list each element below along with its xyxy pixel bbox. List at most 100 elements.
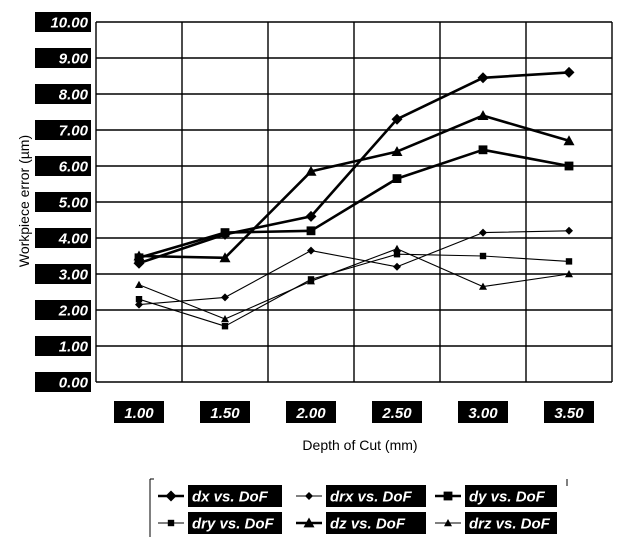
series-1: [135, 226, 573, 309]
y-tick-label: 1.00: [59, 339, 89, 356]
y-tick-label-bg: [35, 156, 91, 176]
data-point: [565, 226, 573, 235]
data-point: [479, 282, 487, 290]
data-point: [391, 146, 403, 156]
x-axis-title: Depth of Cut (mm): [302, 437, 417, 453]
data-point: [477, 72, 489, 84]
data-point: [565, 270, 573, 278]
y-tick-label-bg: [35, 192, 91, 212]
data-point: [305, 210, 317, 222]
x-axis-ticks: 1.00 1.50 2.00 2.50 3.00 3.50: [114, 401, 594, 423]
series-5: [135, 244, 573, 323]
y-tick-label: 6.00: [59, 159, 89, 176]
legend-marker: [303, 517, 315, 528]
y-tick-label: 7.00: [59, 123, 89, 140]
legend-marker: [305, 492, 313, 500]
y-tick-label-bg: [35, 228, 91, 248]
data-point: [563, 135, 575, 146]
legend-marker: [165, 490, 177, 502]
legend-label: dx vs. DoF: [192, 489, 269, 506]
y-tick-label-bg: [35, 84, 91, 104]
data-point: [392, 174, 402, 183]
data-point: [135, 280, 143, 288]
y-tick-label: 5.00: [59, 195, 89, 212]
series-line: [138, 248, 570, 320]
y-tick-label: 8.00: [59, 87, 89, 104]
data-point: [563, 66, 575, 78]
series-4: [133, 110, 575, 263]
legend-label-bg: [465, 485, 557, 507]
data-point: [393, 244, 401, 252]
data-point: [219, 252, 231, 263]
series-lines: [133, 66, 575, 330]
legend-marker: [444, 519, 452, 527]
data-point: [221, 323, 229, 330]
x-tick-label: 1.00: [124, 405, 154, 422]
x-tick-label-bg: [200, 401, 250, 423]
data-point: [477, 110, 489, 120]
legend-item: dry vs. DoF: [158, 512, 282, 534]
x-tick-label-bg: [458, 401, 508, 423]
x-tick-label-bg: [544, 401, 594, 423]
legend-item: drx vs. DoF: [296, 485, 426, 507]
legend-item: drz vs. DoF: [435, 512, 557, 534]
x-tick-label-bg: [286, 401, 336, 423]
data-point: [391, 113, 403, 125]
y-tick-label-bg: [35, 120, 91, 140]
legend-marker: [167, 519, 175, 527]
series-line: [138, 148, 570, 260]
legend-label: dy vs. DoF: [469, 489, 546, 506]
legend-item: dx vs. DoF: [158, 485, 282, 507]
x-tick-label-bg: [372, 401, 422, 423]
legend-item: dy vs. DoF: [435, 485, 557, 507]
legend-label-bg: [326, 485, 426, 507]
legend-label-bg: [326, 512, 426, 534]
legend-label-bg: [188, 485, 282, 507]
series-line: [138, 114, 570, 260]
data-point: [306, 226, 316, 236]
legend-item: dz vs. DoF: [296, 512, 426, 534]
data-point: [305, 165, 317, 176]
y-tick-label-bg: [35, 372, 91, 392]
series-line: [138, 71, 570, 265]
x-tick-label: 1.50: [210, 405, 240, 422]
y-tick-label-bg: [35, 300, 91, 320]
data-point: [393, 262, 401, 271]
series-line: [138, 253, 570, 327]
data-point: [135, 296, 143, 303]
y-tick-label: 2.00: [58, 303, 89, 320]
x-tick-label: 3.00: [468, 405, 498, 422]
y-tick-label: 10.00: [50, 15, 88, 32]
legend-label: dz vs. DoF: [330, 516, 406, 533]
x-tick-label: 2.50: [381, 405, 412, 422]
y-axis-title: Workpiece error (µm): [16, 135, 32, 267]
y-tick-label-bg: [35, 264, 91, 284]
data-point: [479, 228, 487, 237]
y-tick-label-bg: [35, 12, 91, 32]
series-line: [138, 230, 570, 306]
x-tick-label-bg: [114, 401, 164, 423]
data-point: [393, 251, 401, 258]
data-point: [307, 246, 315, 255]
y-tick-label-bg: [35, 336, 91, 356]
plot-frame: [95, 22, 613, 382]
legend-label-bg: [188, 512, 282, 534]
data-point: [220, 228, 230, 237]
legend: dx vs. DoF drx vs. DoF dy vs. DoF dry vs. D…: [149, 478, 568, 537]
legend-label: drz vs. DoF: [469, 516, 551, 533]
legend-label: dry vs. DoF: [192, 516, 275, 533]
y-tick-label-bg: [35, 48, 91, 68]
legend-marker: [443, 491, 453, 501]
data-point: [133, 250, 145, 261]
y-axis-ticks: 0.00 1.00 2.00 3.00 4.00 5.00 6.00 7.00 8.00 9.00…: [35, 12, 91, 392]
legend-label-bg: [465, 512, 557, 534]
data-point: [307, 277, 315, 285]
y-tick-label: 4.00: [58, 231, 89, 248]
x-tick-label: 2.00: [295, 405, 326, 422]
data-point: [221, 293, 229, 302]
x-tick-label: 3.50: [554, 405, 584, 422]
y-tick-label: 0.00: [59, 375, 89, 392]
data-point: [135, 300, 143, 309]
data-point: [479, 252, 487, 260]
